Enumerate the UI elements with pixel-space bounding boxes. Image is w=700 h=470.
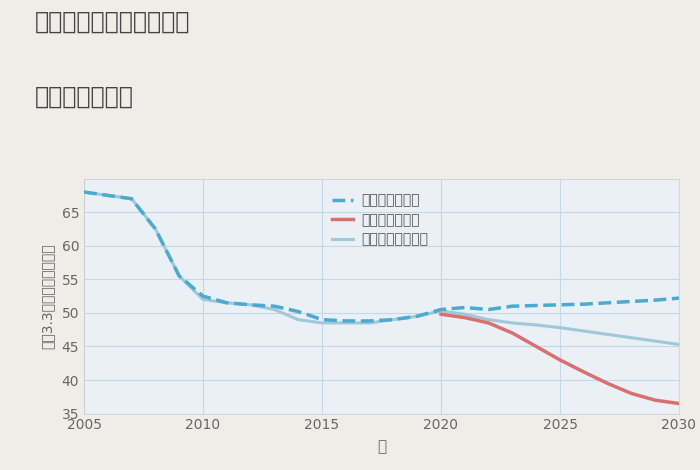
- ノーマルシナリオ: [651, 338, 659, 344]
- ノーマルシナリオ: [532, 322, 540, 328]
- バッドシナリオ: [437, 312, 445, 317]
- ノーマルシナリオ: [389, 317, 398, 322]
- グッドシナリオ: [532, 303, 540, 308]
- グッドシナリオ: [580, 301, 588, 307]
- バッドシナリオ: [461, 315, 469, 321]
- バッドシナリオ: [484, 320, 493, 326]
- バッドシナリオ: [675, 401, 683, 407]
- ノーマルシナリオ: [675, 342, 683, 347]
- ノーマルシナリオ: [556, 325, 564, 330]
- グッドシナリオ: [437, 307, 445, 313]
- グッドシナリオ: [294, 309, 302, 314]
- バッドシナリオ: [556, 357, 564, 363]
- グッドシナリオ: [127, 196, 136, 202]
- グッドシナリオ: [603, 300, 612, 306]
- ノーマルシナリオ: [104, 193, 112, 198]
- Text: 土地の価格推移: 土地の価格推移: [35, 85, 134, 109]
- グッドシナリオ: [365, 318, 374, 324]
- ノーマルシナリオ: [80, 189, 88, 195]
- グッドシナリオ: [413, 313, 421, 319]
- ノーマルシナリオ: [294, 317, 302, 322]
- Line: バッドシナリオ: バッドシナリオ: [441, 314, 679, 404]
- ノーマルシナリオ: [127, 196, 136, 202]
- バッドシナリオ: [532, 344, 540, 349]
- バッドシナリオ: [580, 369, 588, 375]
- バッドシナリオ: [627, 391, 636, 396]
- グッドシナリオ: [627, 298, 636, 304]
- グッドシナリオ: [80, 189, 88, 195]
- グッドシナリオ: [175, 273, 183, 279]
- ノーマルシナリオ: [318, 320, 326, 326]
- グッドシナリオ: [651, 298, 659, 303]
- ノーマルシナリオ: [461, 312, 469, 317]
- グッドシナリオ: [675, 295, 683, 301]
- ノーマルシナリオ: [151, 226, 160, 232]
- Line: グッドシナリオ: グッドシナリオ: [84, 192, 679, 321]
- ノーマルシナリオ: [365, 320, 374, 326]
- ノーマルシナリオ: [508, 320, 517, 326]
- グッドシナリオ: [484, 307, 493, 313]
- ノーマルシナリオ: [437, 308, 445, 313]
- グッドシナリオ: [556, 302, 564, 308]
- ノーマルシナリオ: [223, 300, 231, 306]
- ノーマルシナリオ: [484, 317, 493, 322]
- グッドシナリオ: [104, 193, 112, 198]
- Text: 奈良県奈良市二名平野の: 奈良県奈良市二名平野の: [35, 9, 190, 33]
- グッドシナリオ: [461, 305, 469, 310]
- グッドシナリオ: [199, 293, 207, 299]
- グッドシナリオ: [151, 226, 160, 232]
- グッドシナリオ: [508, 303, 517, 309]
- Legend: グッドシナリオ, バッドシナリオ, ノーマルシナリオ: グッドシナリオ, バッドシナリオ, ノーマルシナリオ: [327, 188, 434, 252]
- Line: ノーマルシナリオ: ノーマルシナリオ: [84, 192, 679, 345]
- グッドシナリオ: [318, 317, 326, 322]
- ノーマルシナリオ: [342, 320, 350, 326]
- バッドシナリオ: [603, 381, 612, 386]
- バッドシナリオ: [651, 397, 659, 403]
- グッドシナリオ: [342, 318, 350, 324]
- グッドシナリオ: [270, 303, 279, 309]
- ノーマルシナリオ: [627, 335, 636, 341]
- グッドシナリオ: [389, 317, 398, 322]
- グッドシナリオ: [223, 300, 231, 306]
- ノーマルシナリオ: [175, 273, 183, 279]
- バッドシナリオ: [508, 330, 517, 336]
- X-axis label: 年: 年: [377, 439, 386, 454]
- ノーマルシナリオ: [270, 307, 279, 313]
- ノーマルシナリオ: [413, 313, 421, 319]
- Y-axis label: 坪（3.3㎡）単価（万円）: 坪（3.3㎡）単価（万円）: [41, 243, 55, 349]
- ノーマルシナリオ: [603, 331, 612, 337]
- グッドシナリオ: [246, 302, 255, 308]
- ノーマルシナリオ: [246, 302, 255, 308]
- ノーマルシナリオ: [580, 328, 588, 334]
- ノーマルシナリオ: [199, 297, 207, 302]
